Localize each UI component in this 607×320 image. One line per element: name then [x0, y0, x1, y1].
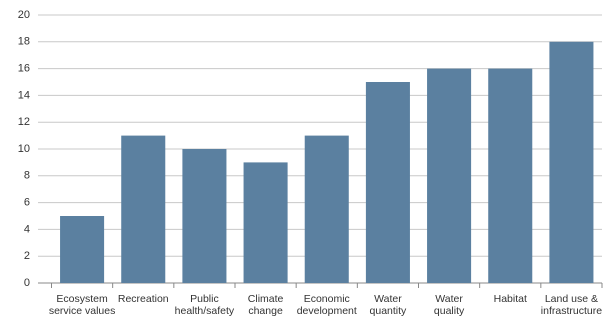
y-tick-label: 10: [18, 143, 30, 155]
bar: [304, 135, 349, 283]
x-tick-label: infrastructure: [541, 305, 602, 317]
y-tick-label: 4: [24, 223, 30, 235]
x-tick-label: Habitat: [494, 293, 527, 305]
y-tick-label: 14: [18, 89, 30, 101]
x-tick-label: Public: [190, 293, 219, 305]
y-tick-label: 20: [18, 9, 30, 21]
x-tick-label: quality: [434, 305, 465, 317]
y-tick-label: 6: [24, 197, 30, 209]
bar: [365, 82, 410, 283]
y-tick-label: 12: [18, 116, 30, 128]
x-tick-label: quantity: [370, 305, 408, 317]
bar: [427, 68, 472, 283]
x-tick-label: Ecosystem: [56, 293, 108, 305]
x-tick-label: Climate: [248, 293, 284, 305]
x-tick-label: development: [297, 305, 357, 317]
x-tick-label: Recreation: [118, 293, 169, 305]
bar: [243, 162, 288, 283]
bar: [182, 149, 227, 283]
bar: [60, 216, 105, 283]
x-tick-label: Water: [435, 293, 463, 305]
y-tick-label: 2: [24, 250, 30, 262]
x-tick-label: Land use &: [545, 293, 598, 305]
x-tick-label: health/safety: [175, 305, 235, 317]
bar: [121, 135, 166, 283]
y-tick-label: 18: [18, 36, 30, 48]
y-tick-label: 16: [18, 63, 30, 75]
x-tick-label: change: [248, 305, 283, 317]
x-tick-label: service values: [49, 305, 116, 317]
y-tick-label: 8: [24, 170, 30, 182]
y-tick-label: 0: [24, 277, 30, 289]
bar: [488, 68, 533, 283]
bar: [549, 41, 594, 283]
x-tick-label: Water: [374, 293, 402, 305]
x-tick-label: Economic: [304, 293, 350, 305]
